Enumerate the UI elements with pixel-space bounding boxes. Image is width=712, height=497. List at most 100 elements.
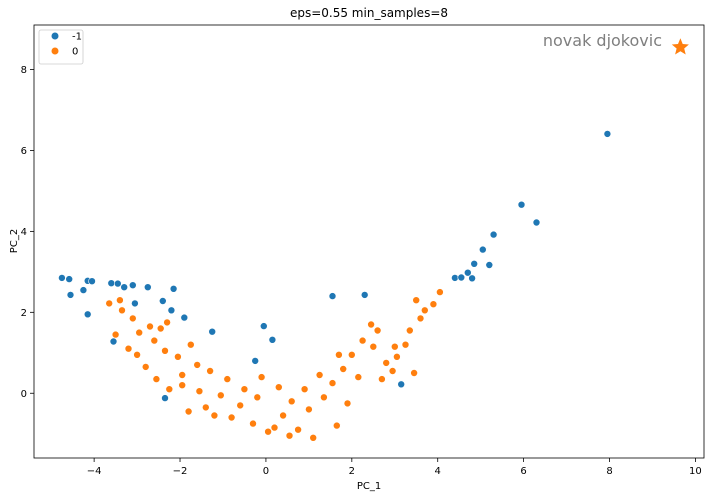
data-point: [405, 326, 414, 335]
data-point: [393, 352, 401, 361]
data-point: [390, 342, 399, 351]
data-point: [131, 299, 139, 308]
data-point: [116, 296, 124, 305]
data-point: [332, 421, 341, 430]
data-point: [65, 275, 73, 283]
x-tick-label: 2: [349, 466, 355, 477]
data-point: [161, 346, 169, 355]
data-point: [167, 306, 176, 315]
data-point: [83, 310, 92, 319]
data-point: [335, 350, 343, 359]
data-point: [88, 277, 96, 286]
data-point: [274, 383, 283, 392]
data-point: [270, 423, 279, 432]
data-point: [489, 230, 498, 239]
x-tick-label: 0: [263, 466, 269, 477]
data-point: [343, 399, 352, 408]
data-point: [169, 284, 178, 293]
data-point: [236, 401, 244, 410]
data-point: [129, 281, 137, 290]
data-point: [401, 340, 410, 349]
data-point: [124, 344, 133, 353]
data-point: [129, 314, 137, 323]
data-point: [369, 342, 378, 351]
data-point: [240, 385, 249, 394]
data-point: [367, 320, 375, 329]
data-point: [178, 381, 186, 390]
data-point: [118, 306, 126, 315]
legend: -1 0: [38, 29, 84, 65]
annotation-label: novak djokovic: [543, 31, 662, 50]
data-point: [412, 296, 421, 305]
data-point: [120, 283, 128, 292]
legend-label-series-0: -1: [72, 32, 82, 43]
data-point: [253, 393, 262, 402]
plot-frame: [33, 24, 705, 459]
legend-box: [38, 29, 84, 65]
data-point: [178, 371, 186, 379]
y-tick-label: 2: [21, 308, 27, 319]
data-point: [111, 330, 120, 339]
x-axis: −4 −2 0 2 4 6 8 10: [87, 458, 702, 477]
data-point: [150, 336, 159, 345]
y-tick-label: 0: [21, 389, 27, 400]
data-point: [165, 385, 174, 394]
data-point: [294, 425, 302, 434]
data-point: [436, 288, 444, 296]
data-point: [478, 245, 487, 254]
data-point: [144, 283, 152, 292]
data-point: [410, 369, 418, 377]
data-point: [107, 279, 116, 288]
data-point: [420, 306, 429, 315]
data-point: [416, 314, 425, 323]
series-1: [105, 288, 444, 442]
data-point: [202, 403, 210, 412]
y-axis: 0 2 4 6 8: [21, 65, 34, 400]
data-point: [152, 375, 161, 383]
data-point: [184, 407, 193, 416]
data-point: [193, 361, 201, 369]
legend-label-series-1: 0: [72, 47, 78, 58]
data-point: [156, 324, 165, 333]
data-point: [163, 318, 171, 327]
data-point: [397, 380, 406, 389]
data-point: [79, 286, 88, 294]
data-point: [603, 130, 612, 138]
data-point: [429, 300, 438, 309]
data-point: [373, 326, 382, 335]
data-point: [227, 413, 236, 422]
y-tick-label: 4: [21, 227, 27, 238]
data-point: [174, 352, 182, 361]
y-tick-label: 8: [21, 65, 27, 76]
data-point: [66, 291, 75, 299]
data-point: [320, 393, 328, 402]
data-point: [223, 375, 232, 383]
data-point: [517, 200, 526, 209]
data-point: [300, 385, 309, 394]
x-tick-label: −2: [173, 466, 188, 477]
data-point: [109, 337, 118, 346]
data-point: [135, 328, 143, 337]
data-point: [285, 431, 294, 440]
annotation-marker-group: [671, 38, 689, 55]
data-point: [208, 327, 216, 336]
x-tick-label: 4: [435, 466, 441, 477]
x-tick-label: 8: [606, 466, 612, 477]
series-0: [58, 130, 612, 402]
y-tick-label: 6: [21, 146, 27, 157]
legend-marker-series-0: [51, 32, 59, 40]
data-point: [358, 336, 367, 345]
data-point: [451, 274, 459, 282]
x-tick-label: 10: [689, 466, 702, 477]
data-point: [287, 397, 296, 406]
data-point: [114, 279, 122, 288]
data-point: [259, 322, 268, 330]
data-point: [315, 371, 324, 379]
data-point: [251, 357, 259, 365]
data-point: [378, 375, 386, 383]
data-point: [257, 373, 266, 381]
x-tick-label: −4: [87, 466, 102, 477]
data-point: [187, 340, 195, 349]
data-point: [485, 261, 494, 269]
